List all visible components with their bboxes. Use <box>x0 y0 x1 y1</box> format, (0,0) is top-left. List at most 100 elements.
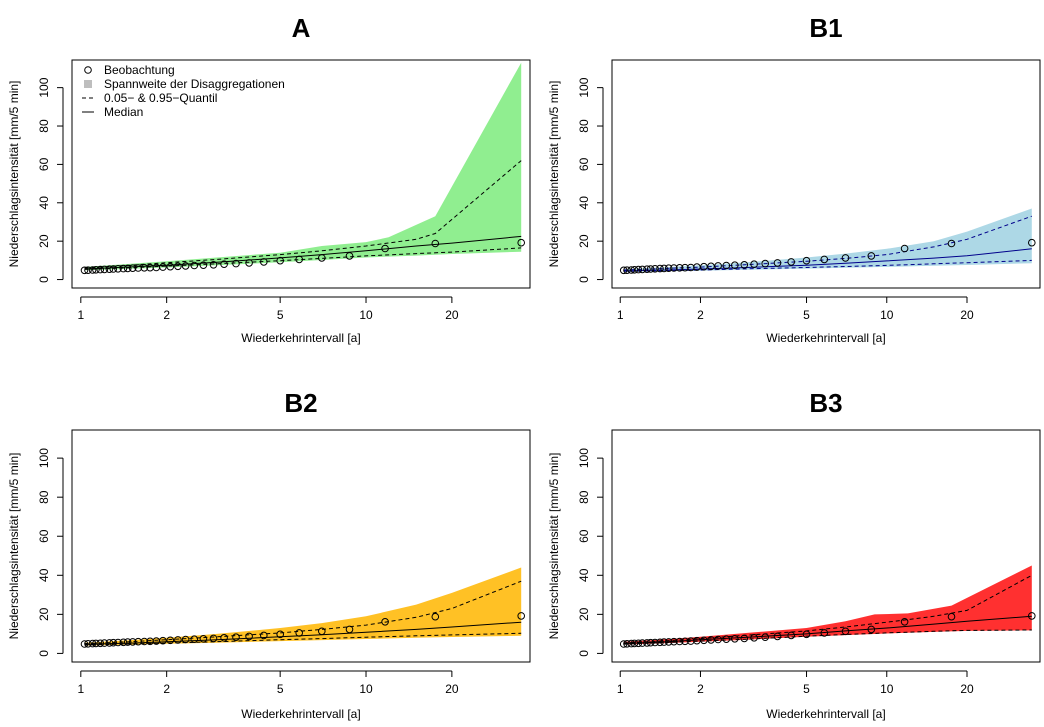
observation-point <box>656 638 664 647</box>
observation-point <box>707 636 715 644</box>
observation-point <box>623 266 631 275</box>
observation-point <box>114 265 122 273</box>
observation-point <box>209 634 218 643</box>
observation-point <box>295 255 304 264</box>
legend-observation-symbol <box>84 66 92 74</box>
observation-point <box>660 638 668 646</box>
observation-point <box>276 630 285 639</box>
plot-frame <box>71 429 531 663</box>
observation-point <box>1028 612 1036 620</box>
quantile-05-line <box>84 247 522 270</box>
observation-point <box>619 266 628 275</box>
y-tick-label: 40 <box>577 196 591 210</box>
x-tick-label: 20 <box>445 682 459 696</box>
observation-point <box>96 265 105 274</box>
x-tick-label: 2 <box>697 308 704 322</box>
observation-point <box>731 635 739 643</box>
observation-point <box>802 256 811 265</box>
observation-point <box>80 640 89 648</box>
observation-point <box>318 254 326 262</box>
chart-title: B2 <box>284 388 317 418</box>
observation-point <box>867 625 876 634</box>
x-tick-label: 2 <box>163 308 170 322</box>
y-axis-label: Niederschlagsintensität [mm/5 min] <box>547 81 561 268</box>
y-tick-label: 80 <box>37 490 51 504</box>
observation-point <box>232 633 240 642</box>
observation-point <box>381 244 389 253</box>
observation-point <box>646 265 655 273</box>
observation-point <box>841 254 850 262</box>
observation-point <box>276 256 285 265</box>
observation-point <box>714 635 722 644</box>
observation-point <box>740 261 749 269</box>
observation-point <box>761 633 770 642</box>
x-axis-label: Wiederkehrintervall [a] <box>241 707 360 721</box>
y-tick-label: 0 <box>37 276 51 283</box>
y-tick-label: 40 <box>577 568 591 582</box>
quantile-95-line <box>84 160 522 269</box>
y-tick-label: 80 <box>37 119 51 133</box>
observation-point <box>664 638 673 646</box>
observation-point <box>643 265 651 274</box>
legend-entry: Beobachtung <box>104 63 175 77</box>
median-line <box>623 248 1032 272</box>
observation-point <box>651 638 659 647</box>
observation-point <box>623 640 631 648</box>
observation-point <box>88 639 97 648</box>
panel-b3: B3 1 2 5 10 20 0 20 40 60 80 100 Wiederkehrintervall… <box>547 388 1041 721</box>
range-band <box>84 567 522 646</box>
x-tick-label: 5 <box>277 682 284 696</box>
data-layer <box>619 208 1036 275</box>
observation-point <box>627 266 636 274</box>
panel-a: A 1 2 5 10 20 0 20 40 60 80 100 Wiederkehrintervall … <box>7 13 531 345</box>
observation-point <box>245 632 253 641</box>
y-axis-label: Niederschlagsintensität [mm/5 min] <box>7 81 21 268</box>
observation-point <box>128 638 137 646</box>
observation-point <box>630 266 639 274</box>
observation-point <box>947 239 956 248</box>
observation-point <box>220 260 228 269</box>
y-tick-label: 0 <box>577 276 591 283</box>
observation-point <box>638 639 647 647</box>
observation-point <box>947 612 956 621</box>
observation-point <box>209 261 218 269</box>
quantile-05-line <box>84 632 522 646</box>
y-tick-label: 40 <box>37 196 51 210</box>
y-tick-label: 100 <box>37 77 51 97</box>
observation-point <box>245 259 253 267</box>
observation-point <box>84 266 92 275</box>
observation-point <box>900 618 909 626</box>
observation-point <box>634 265 643 274</box>
observation-point <box>675 637 684 646</box>
legend-range-symbol <box>84 80 92 88</box>
observation-point <box>181 262 190 270</box>
x-tick-label: 20 <box>445 308 459 322</box>
x-tick-label: 10 <box>359 308 373 322</box>
observation-point <box>670 637 678 646</box>
observation-point <box>174 636 182 644</box>
y-tick-label: 80 <box>577 490 591 504</box>
observation-point <box>123 638 132 646</box>
observation-point <box>651 265 659 273</box>
x-tick-label: 20 <box>960 308 974 322</box>
x-tick-label: 1 <box>77 682 84 696</box>
observation-point <box>670 264 678 272</box>
observation-point <box>119 638 128 647</box>
plot-frame <box>611 59 1041 289</box>
observation-point <box>159 636 167 645</box>
y-tick-label: 40 <box>37 568 51 582</box>
observation-point <box>517 238 526 247</box>
observation-point <box>722 635 731 644</box>
observation-point <box>92 266 100 274</box>
observation-point <box>96 639 105 648</box>
observation-point <box>92 639 100 648</box>
legend-entry: Spannweite der Disaggregationen <box>104 77 285 91</box>
observation-point <box>190 635 199 644</box>
y-tick-label: 20 <box>37 607 51 621</box>
observation-point <box>750 634 758 642</box>
observation-point <box>232 259 240 268</box>
observation-point <box>381 618 389 626</box>
y-tick-label: 100 <box>37 448 51 468</box>
range-band <box>84 62 522 271</box>
